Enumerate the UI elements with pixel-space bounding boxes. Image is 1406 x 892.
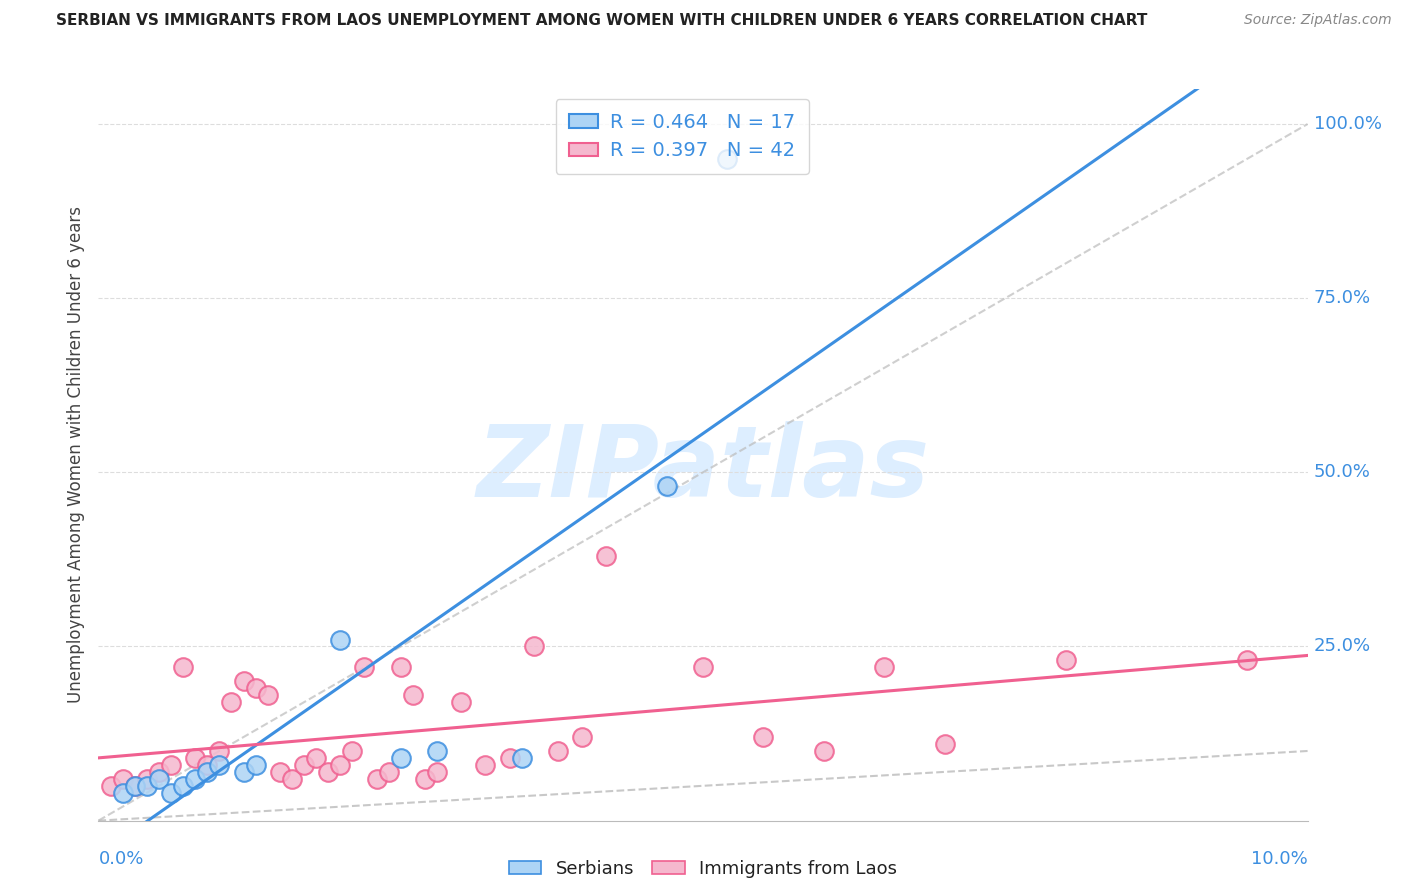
- Point: [547, 744, 569, 758]
- Point: [111, 786, 134, 800]
- Point: [172, 660, 194, 674]
- Text: ZIPatlas: ZIPatlas: [477, 421, 929, 518]
- Point: [934, 737, 956, 751]
- Point: [208, 758, 231, 772]
- Point: [426, 744, 449, 758]
- Point: [245, 758, 267, 772]
- Point: [510, 751, 533, 765]
- Point: [366, 772, 388, 786]
- Point: [281, 772, 304, 786]
- Point: [148, 772, 170, 786]
- Text: SERBIAN VS IMMIGRANTS FROM LAOS UNEMPLOYMENT AMONG WOMEN WITH CHILDREN UNDER 6 Y: SERBIAN VS IMMIGRANTS FROM LAOS UNEMPLOY…: [56, 13, 1147, 29]
- Text: 50.0%: 50.0%: [1313, 463, 1371, 482]
- Point: [184, 772, 207, 786]
- Point: [571, 730, 593, 744]
- Text: 25.0%: 25.0%: [1313, 638, 1371, 656]
- Point: [208, 744, 231, 758]
- Point: [342, 744, 364, 758]
- Point: [813, 744, 835, 758]
- Point: [329, 632, 352, 647]
- Point: [595, 549, 617, 563]
- Point: [873, 660, 896, 674]
- Point: [716, 152, 738, 166]
- Point: [184, 751, 207, 765]
- Legend: Serbians, Immigrants from Laos: Serbians, Immigrants from Laos: [502, 853, 904, 885]
- Point: [292, 758, 315, 772]
- Point: [256, 688, 278, 702]
- Point: [402, 688, 425, 702]
- Point: [305, 751, 328, 765]
- Y-axis label: Unemployment Among Women with Children Under 6 years: Unemployment Among Women with Children U…: [66, 206, 84, 704]
- Point: [245, 681, 267, 696]
- Point: [752, 730, 775, 744]
- Point: [221, 695, 243, 709]
- Text: 0.0%: 0.0%: [98, 850, 143, 868]
- Point: [160, 786, 183, 800]
- Point: [523, 640, 546, 654]
- Point: [450, 695, 472, 709]
- Point: [389, 660, 412, 674]
- Text: 75.0%: 75.0%: [1313, 289, 1371, 307]
- Text: 10.0%: 10.0%: [1251, 850, 1308, 868]
- Point: [232, 764, 254, 779]
- Point: [329, 758, 352, 772]
- Point: [135, 779, 157, 793]
- Point: [353, 660, 375, 674]
- Point: [1236, 653, 1258, 667]
- Point: [124, 779, 146, 793]
- Point: [195, 764, 218, 779]
- Text: 100.0%: 100.0%: [1313, 115, 1382, 133]
- Point: [124, 779, 146, 793]
- Point: [269, 764, 291, 779]
- Point: [413, 772, 436, 786]
- Point: [498, 751, 520, 765]
- Text: Source: ZipAtlas.com: Source: ZipAtlas.com: [1244, 13, 1392, 28]
- Point: [377, 764, 399, 779]
- Point: [316, 764, 339, 779]
- Point: [474, 758, 496, 772]
- Point: [426, 764, 449, 779]
- Point: [1054, 653, 1077, 667]
- Point: [195, 758, 218, 772]
- Point: [148, 764, 170, 779]
- Point: [172, 779, 194, 793]
- Point: [655, 479, 678, 493]
- Point: [389, 751, 412, 765]
- Point: [135, 772, 157, 786]
- Point: [111, 772, 134, 786]
- Point: [100, 779, 122, 793]
- Point: [232, 674, 254, 689]
- Point: [160, 758, 183, 772]
- Point: [692, 660, 714, 674]
